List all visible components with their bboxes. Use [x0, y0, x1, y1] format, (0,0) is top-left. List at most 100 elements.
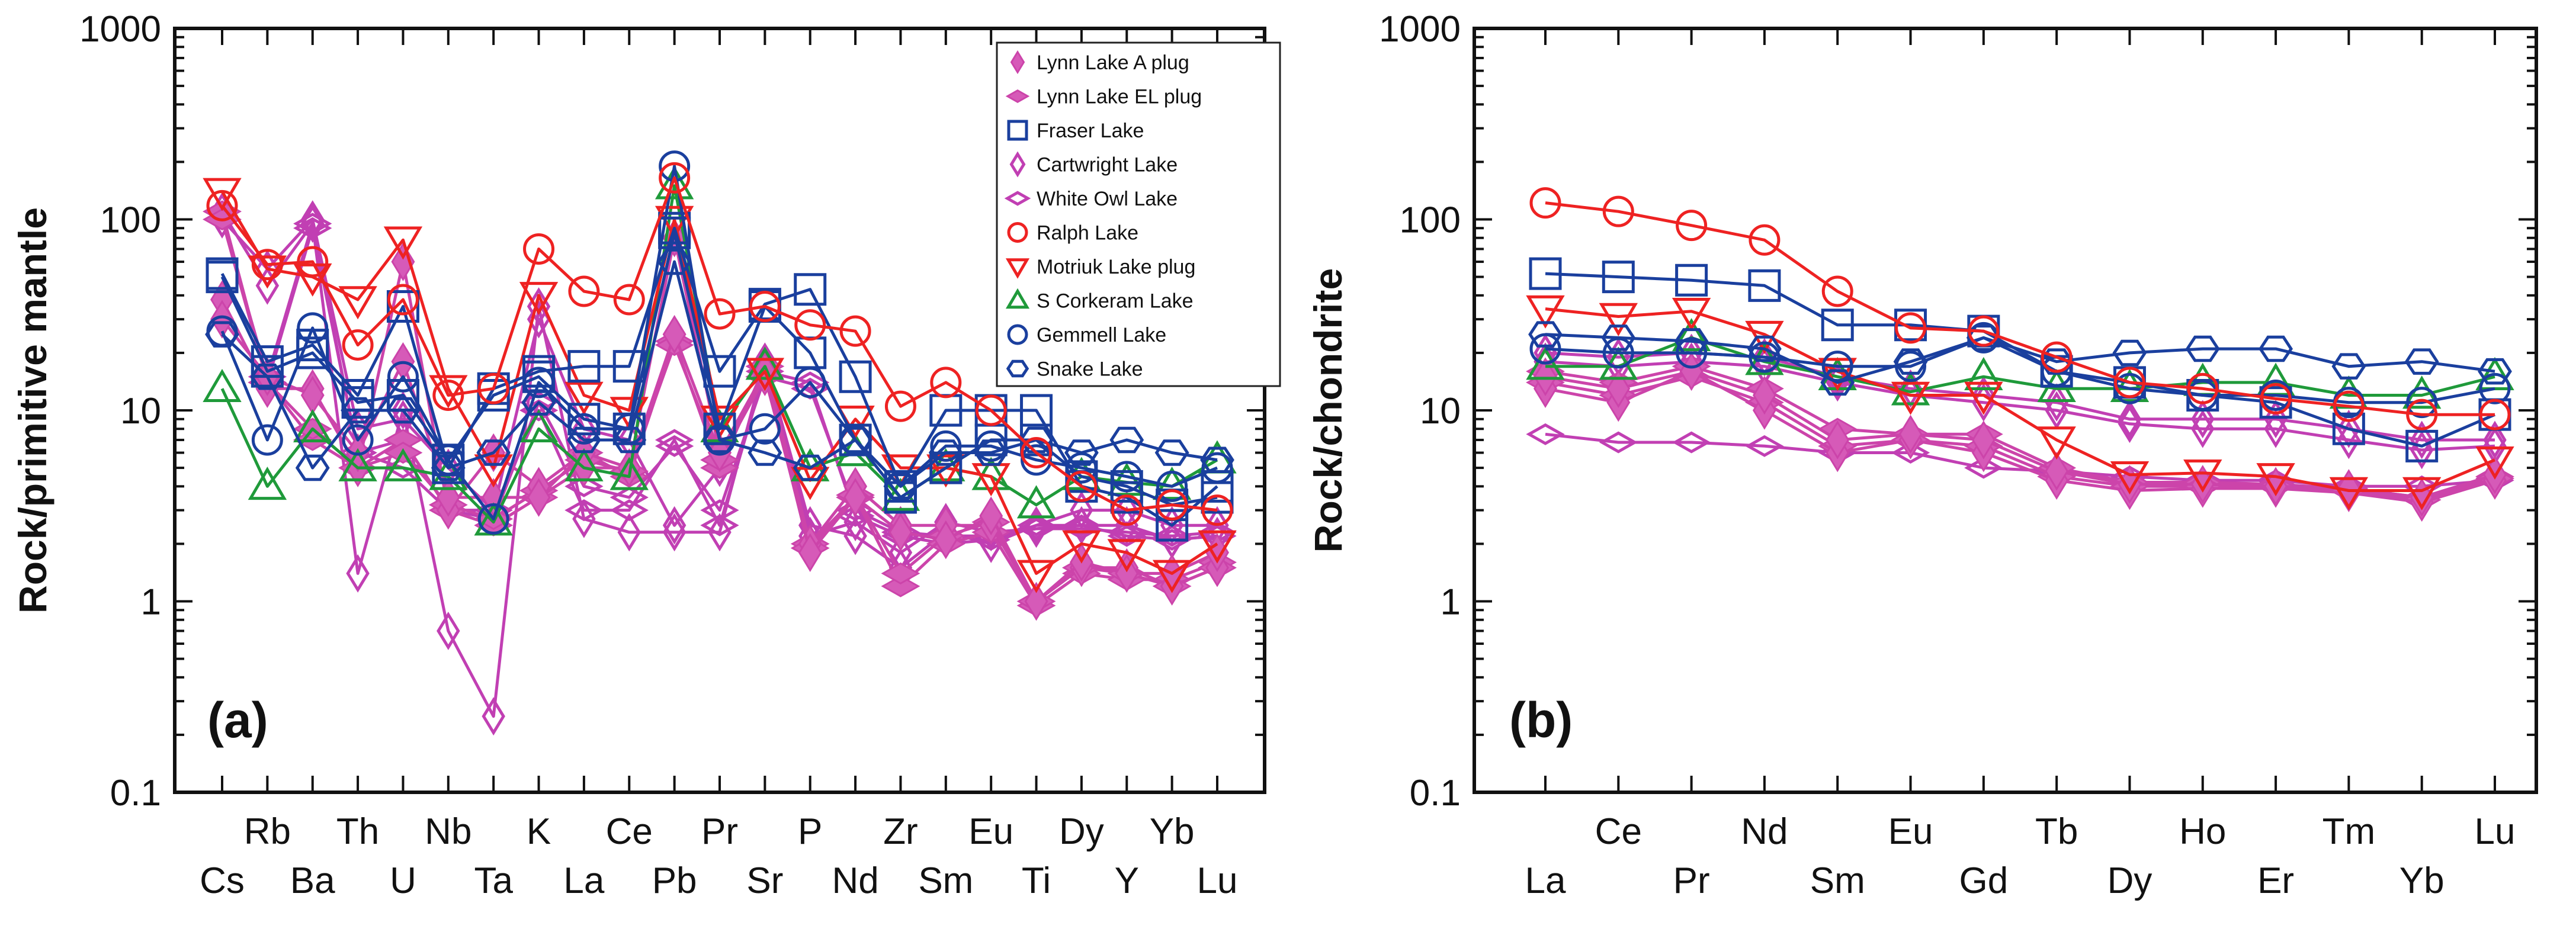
- data-point-corkeram: [519, 409, 559, 443]
- data-point-cartwright: [482, 697, 505, 736]
- data-point-fraser: [794, 273, 827, 306]
- data-point-cartwright: [2264, 400, 2288, 439]
- data-point-ralph: [839, 315, 871, 347]
- data-point-ralph: [1156, 489, 1188, 521]
- y-tick-label: 1000: [1379, 9, 1461, 50]
- x-category-label: La: [1525, 860, 1566, 901]
- data-point-snake: [1109, 426, 1144, 454]
- data-point-cartwright: [708, 513, 732, 552]
- data-point-gemmell: [1676, 337, 1708, 369]
- legend-marker-snake: [1006, 359, 1029, 378]
- data-point-lynnA: [1826, 420, 1850, 460]
- data-point-motriuk: [564, 381, 604, 415]
- data-point-ralph: [432, 379, 464, 411]
- x-category-label: U: [390, 860, 416, 901]
- data-point-ralph: [2406, 399, 2438, 430]
- data-point-fraser: [386, 378, 419, 412]
- data-point-gemmell: [1529, 333, 1561, 365]
- data-point-corkeram: [1526, 346, 1565, 380]
- data-point-corkeram: [745, 346, 785, 380]
- data-point-cartwright: [527, 300, 551, 339]
- data-point-whiteowl: [1107, 525, 1146, 547]
- data-point-motriuk: [2402, 477, 2442, 510]
- data-point-fraser: [2040, 355, 2073, 388]
- y-tick-label: 0.1: [110, 773, 161, 814]
- data-point-cartwright: [301, 204, 325, 243]
- x-category-label: Ti: [1022, 860, 1051, 901]
- data-point-ralph: [975, 394, 1007, 426]
- legend-label-corkeram: S Corkeram Lake: [1037, 290, 1194, 313]
- data-point-motriuk: [1964, 381, 2003, 415]
- data-point-ralph: [342, 329, 374, 361]
- panel-label-a: (a): [207, 692, 268, 748]
- x-category-label: Tb: [2035, 811, 2078, 852]
- data-point-motriuk: [2037, 426, 2076, 460]
- series-layer-a: [203, 150, 1237, 736]
- series-line-ralph: [1545, 201, 2495, 416]
- x-category-label: Er: [2257, 860, 2294, 901]
- data-point-corkeram: [293, 409, 332, 443]
- data-point-ralph: [1066, 470, 1098, 502]
- data-point-fraser: [2332, 412, 2365, 445]
- data-point-cartwright: [2337, 409, 2361, 448]
- data-point-motriuk: [2110, 461, 2150, 495]
- data-point-fraser: [567, 403, 601, 436]
- data-point-cartwright: [346, 554, 370, 593]
- data-point-cartwright: [2264, 409, 2288, 448]
- data-point-ralph: [2113, 367, 2145, 399]
- data-point-cartwright: [2191, 400, 2215, 439]
- data-point-lynnA: [1024, 581, 1048, 621]
- x-category-label: Cs: [200, 860, 245, 901]
- data-point-corkeram: [1964, 356, 2003, 390]
- x-category-label: K: [527, 811, 551, 852]
- legend-box: [996, 41, 1281, 387]
- x-category-label: Nd: [832, 860, 878, 901]
- data-point-ralph: [477, 372, 509, 404]
- data-point-whiteowl: [1672, 431, 1711, 454]
- legend-label-cartwright: Cartwright Lake: [1037, 154, 1178, 176]
- data-point-cartwright: [662, 513, 686, 552]
- legend-label-fraser: Fraser Lake: [1037, 120, 1144, 142]
- data-point-fraser: [1529, 257, 1562, 290]
- data-point-fraser: [1110, 470, 1143, 503]
- data-point-fraser: [522, 360, 556, 393]
- x-category-label: Nb: [425, 811, 471, 852]
- data-point-cartwright: [2045, 383, 2068, 422]
- data-point-whiteowl: [836, 505, 875, 527]
- data-point-lynnA: [888, 513, 913, 552]
- data-point-gemmell: [1021, 444, 1053, 476]
- x-category-label: Ce: [606, 811, 653, 852]
- legend-marker-fraser: [1007, 120, 1028, 141]
- data-point-cartwright: [662, 506, 686, 545]
- data-point-motriuk: [926, 454, 965, 488]
- data-point-snake: [1064, 439, 1099, 466]
- y-tick-label: 1000: [79, 9, 161, 50]
- data-point-ralph: [297, 246, 329, 278]
- data-point-cartwright: [1024, 509, 1048, 548]
- data-point-snake: [1528, 321, 1563, 348]
- data-point-fraser: [2405, 429, 2439, 462]
- data-point-ralph: [2479, 399, 2511, 430]
- legend: Lynn Lake A plug Lynn Lake EL plug Fraser …: [996, 41, 1281, 387]
- data-point-fraser: [612, 412, 646, 445]
- x-category-label: Dy: [1059, 811, 1104, 852]
- data-point-corkeram: [338, 448, 377, 481]
- data-point-motriuk: [2329, 477, 2369, 510]
- data-point-ralph: [1201, 494, 1233, 526]
- y-tick-label: 1: [1441, 582, 1461, 623]
- legend-marker-gemmell: [1007, 324, 1028, 345]
- y-tick-label: 0.1: [1410, 773, 1461, 814]
- data-point-whiteowl: [655, 429, 694, 451]
- legend-label-motriuk: Motriuk Lake plug: [1037, 256, 1195, 278]
- y-tick-label: 1: [141, 582, 161, 623]
- data-point-ralph: [659, 162, 691, 194]
- data-point-corkeram: [248, 467, 287, 500]
- data-point-lynnA: [527, 478, 551, 517]
- data-point-fraser: [2186, 378, 2219, 412]
- data-point-gemmell: [1895, 351, 1927, 383]
- data-point-ralph: [251, 249, 283, 281]
- x-category-label: Th: [336, 811, 379, 852]
- data-point-fraser: [612, 350, 646, 383]
- data-point-gemmell: [251, 424, 283, 456]
